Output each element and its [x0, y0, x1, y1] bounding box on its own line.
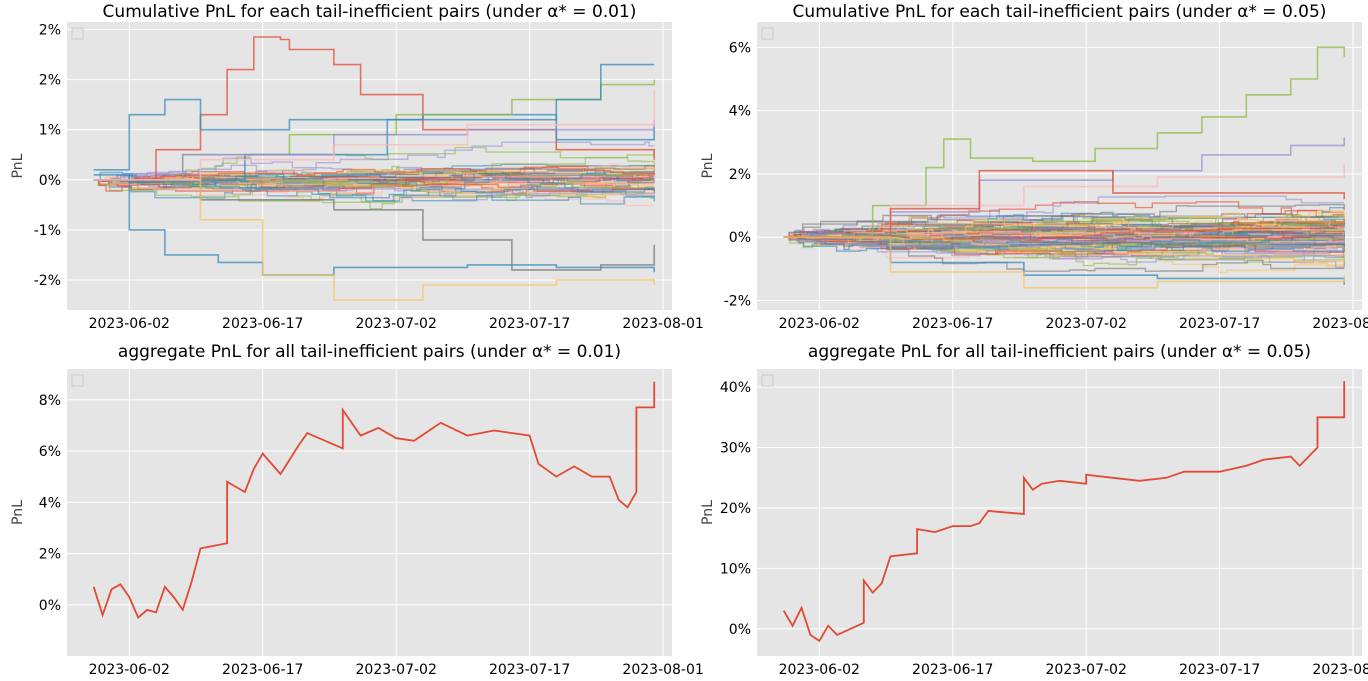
x-tick-label: 2023-07-17	[1179, 662, 1260, 678]
series-line	[783, 234, 1345, 249]
x-tick-label: 2023-08-01	[622, 662, 703, 678]
y-tick-label: 10%	[720, 561, 751, 577]
x-tick-label: 2023-07-02	[1046, 662, 1127, 678]
series-line	[93, 89, 656, 181]
y-tick-label: 2%	[39, 547, 61, 563]
x-tick-label: 2023-06-17	[222, 316, 303, 332]
x-tick-label: 2023-06-02	[89, 662, 170, 678]
series-line	[783, 46, 1345, 238]
series-line	[92, 381, 656, 620]
series-line	[93, 179, 655, 199]
series-line	[783, 169, 1345, 238]
y-tick-label: 4%	[39, 495, 61, 511]
series-line	[783, 229, 1345, 243]
x-tick-label: 2023-06-17	[912, 316, 993, 332]
subplot-3: 2023-06-02 2023-06-17 2023-07-02 2023-07-17…	[10, 342, 704, 678]
series-line	[93, 166, 655, 181]
y-tick-label: 8%	[39, 393, 61, 409]
y-tick-label: 1%	[39, 123, 61, 139]
x-tick-label: 2023-08-01	[1312, 316, 1368, 332]
x-tick-label: 2023-08-01	[1312, 662, 1368, 678]
series-line	[93, 179, 655, 193]
subplot-1: 2023-06-02 2023-06-17 2023-07-02 2023-07-17…	[10, 2, 704, 332]
chart-title: Cumulative PnL for each tail-inefficient…	[793, 2, 1327, 22]
series-line	[93, 98, 656, 171]
series-line	[93, 165, 655, 185]
series-line	[783, 219, 1345, 238]
x-tick-label: 2023-07-17	[489, 316, 570, 332]
y-tick-label: 6%	[39, 444, 61, 460]
y-tick-label: 0%	[39, 173, 61, 189]
series-line	[93, 63, 655, 181]
legend	[761, 27, 774, 40]
y-axis-label: PnL	[700, 153, 716, 178]
legend	[761, 374, 774, 387]
x-tick-label: 2023-07-02	[1046, 316, 1127, 332]
y-tick-label: 4%	[729, 104, 751, 120]
x-tick-label: 2023-06-02	[779, 316, 860, 332]
plot-area	[67, 369, 672, 656]
series-line	[783, 236, 1345, 263]
y-tick-label: -2%	[724, 294, 751, 310]
series-line	[93, 179, 656, 301]
y-tick-label: 0%	[729, 622, 751, 638]
legend	[71, 27, 84, 40]
series-line	[93, 179, 655, 200]
x-tick-label: 2023-06-17	[222, 662, 303, 678]
subplot-4: 2023-06-02 2023-06-17 2023-07-02 2023-07-17…	[700, 342, 1368, 678]
x-tick-label: 2023-08-01	[622, 316, 703, 332]
chart-title: aggregate PnL for all tail-inefficient p…	[808, 342, 1311, 362]
x-tick-label: 2023-06-02	[779, 662, 860, 678]
y-axis-label: PnL	[700, 500, 716, 525]
y-tick-label: 30%	[720, 441, 751, 457]
subplot-2: 2023-06-02 2023-06-17 2023-07-02 2023-07-17…	[700, 2, 1368, 332]
plot-area	[757, 369, 1362, 656]
y-tick-label: 2%	[39, 73, 61, 89]
y-axis-label: PnL	[10, 500, 26, 525]
y-tick-label: 0%	[729, 230, 751, 246]
y-tick-label: -2%	[34, 273, 61, 289]
y-axis-label: PnL	[10, 153, 26, 178]
series-line	[93, 170, 655, 192]
y-tick-label: 2%	[39, 23, 61, 39]
series-line	[782, 381, 1346, 643]
y-tick-label: 20%	[720, 501, 751, 517]
x-tick-label: 2023-06-02	[89, 316, 170, 332]
series-line	[93, 179, 655, 203]
series-line	[93, 179, 655, 196]
x-tick-label: 2023-07-17	[1179, 316, 1260, 332]
legend	[71, 374, 84, 387]
series-line	[783, 236, 1345, 289]
x-tick-label: 2023-06-17	[912, 662, 993, 678]
x-tick-label: 2023-07-17	[489, 662, 570, 678]
series-line	[783, 236, 1345, 248]
y-tick-label: -1%	[34, 223, 61, 239]
x-tick-label: 2023-07-02	[356, 316, 437, 332]
series-line	[93, 141, 655, 181]
y-tick-label: 6%	[729, 40, 751, 56]
y-tick-label: 0%	[39, 598, 61, 614]
y-tick-label: 40%	[720, 380, 751, 396]
x-tick-label: 2023-07-02	[356, 662, 437, 678]
chart-title: aggregate PnL for all tail-inefficient p…	[118, 342, 621, 362]
y-tick-label: 2%	[729, 167, 751, 183]
chart-title: Cumulative PnL for each tail-inefficient…	[103, 2, 637, 22]
series-line	[93, 119, 656, 181]
